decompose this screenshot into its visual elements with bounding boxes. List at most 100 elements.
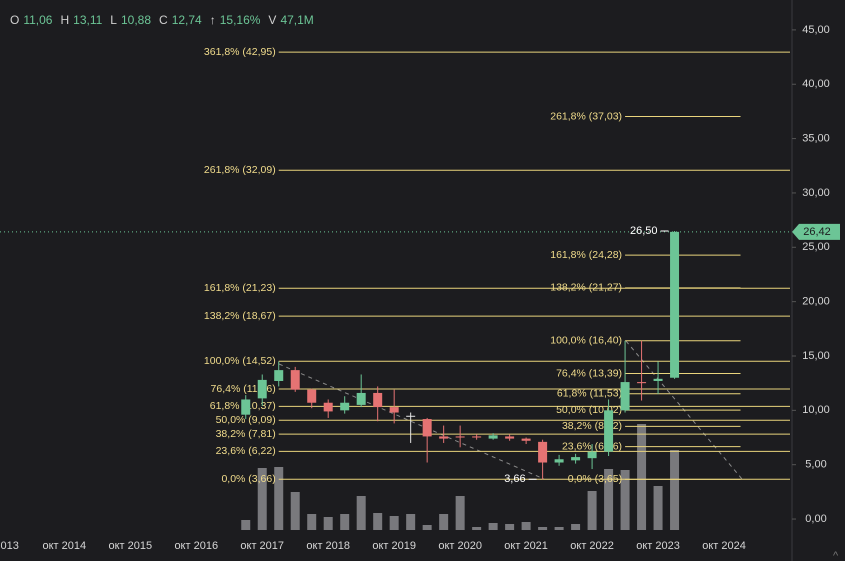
volume-bar (538, 527, 548, 530)
candle-body (554, 459, 564, 463)
header-value: 13,11 (73, 13, 102, 27)
y-tick-label: 25,00 (802, 241, 830, 253)
volume-bar (571, 524, 581, 530)
candle-body (488, 435, 498, 439)
volume-bar (340, 514, 350, 530)
volume-bar (637, 424, 647, 530)
volume-bar (373, 513, 383, 530)
fib-label: 261,8% (37,03) (550, 110, 622, 122)
candle-body (373, 392, 383, 408)
x-tick-label: окт 2020 (438, 540, 482, 552)
x-tick-label: окт 2021 (504, 540, 548, 552)
header-value: 11,06 (23, 13, 52, 27)
fib-label: 138,2% (21,27) (550, 282, 622, 294)
fib-label: 100,0% (16,40) (550, 335, 622, 347)
y-tick-label: 15,00 (802, 350, 830, 362)
fib-label: 23,6% (6,22) (216, 445, 276, 457)
volume-bar (241, 520, 251, 530)
x-tick-label: 2013 (0, 540, 19, 552)
candle-body (455, 436, 465, 438)
candle-body (670, 231, 680, 378)
fib-label: 161,8% (24,28) (550, 249, 622, 261)
annotation-label: 3,66 (504, 473, 525, 485)
annotation-label: 26,50 (630, 225, 658, 237)
fib-label: 61,8% (11,53) (557, 387, 622, 399)
header-key: H (60, 13, 69, 27)
header-value: 47,1M (280, 13, 313, 27)
candle-body (587, 451, 597, 459)
candle-body (604, 410, 614, 452)
fib-label: 261,8% (32,09) (204, 164, 276, 176)
candle-body (505, 436, 515, 439)
fib-label: 50,0% (9,09) (216, 414, 276, 426)
volume-bar (488, 523, 498, 530)
x-tick-label: окт 2016 (174, 540, 218, 552)
fib-label: 138,2% (18,67) (204, 310, 276, 322)
last-price-label: 26,42 (803, 226, 831, 238)
candle-body (472, 436, 482, 438)
volume-bar (389, 516, 399, 530)
y-tick-label: 5,00 (805, 459, 826, 471)
volume-layer (241, 424, 680, 530)
candle-body (307, 389, 317, 403)
axes-layer: 0,00 5,00 10,00 15,00 20,00 25,00 30,00 35,00 40… (0, 24, 840, 552)
candle-body (389, 407, 399, 413)
header-value: 12,74 (172, 13, 202, 27)
header-key: L (110, 13, 117, 27)
candle-body (340, 402, 350, 411)
fib-label: 161,8% (21,23) (204, 282, 276, 294)
volume-bar (422, 525, 432, 530)
y-tick-label: 35,00 (802, 132, 830, 144)
y-tick-label: 30,00 (802, 187, 830, 199)
volume-bar (455, 496, 465, 530)
candle-body (439, 436, 449, 439)
x-tick-label: окт 2022 (570, 540, 614, 552)
volume-bar (439, 514, 449, 530)
candle-body (257, 379, 267, 399)
volume-bar (587, 491, 597, 530)
y-tick-label: 0,00 (805, 513, 826, 525)
scroll-icon[interactable]: ^ (833, 550, 839, 561)
candle-body (356, 392, 366, 405)
header-key: ↑ (210, 13, 216, 27)
volume-bar (307, 514, 317, 530)
candle-body (290, 370, 300, 390)
header-key: C (159, 13, 168, 27)
candle-body (241, 399, 251, 415)
candle-body (323, 402, 333, 412)
x-tick-label: окт 2019 (372, 540, 416, 552)
fib-label: 0,0% (3,65) (568, 473, 622, 485)
volume-bar (670, 450, 680, 530)
volume-bar (620, 470, 630, 530)
x-tick-label: окт 2014 (43, 540, 87, 552)
x-tick-label: окт 2024 (702, 540, 746, 552)
volume-bar (554, 527, 564, 530)
volume-bar (505, 524, 515, 530)
volume-bar (653, 486, 663, 530)
fib-label: 76,4% (13,39) (556, 367, 622, 379)
volume-bar (257, 468, 267, 530)
candle-body (653, 378, 663, 381)
volume-bar (290, 492, 300, 530)
candle-body (637, 382, 647, 384)
x-tick-label: окт 2017 (240, 540, 284, 552)
volume-bar (521, 522, 531, 530)
x-tick-label: окт 2018 (306, 540, 350, 552)
volume-bar (604, 469, 614, 530)
ohlc-header: O 11,06 H 13,11 L 10,88 C 12,74 ↑ 15,16% V 47,1M (10, 13, 314, 27)
y-tick-label: 45,00 (802, 24, 830, 36)
fib-label: 38,2% (7,81) (216, 428, 276, 440)
fib-label: 361,8% (42,95) (204, 46, 276, 58)
x-tick-label: окт 2023 (636, 540, 680, 552)
volume-bar (274, 467, 284, 530)
y-tick-label: 10,00 (802, 404, 830, 416)
trend-line (278, 363, 545, 480)
candle-body (620, 382, 630, 411)
candle-body (274, 370, 284, 381)
candle-body (406, 415, 416, 417)
y-tick-label: 40,00 (802, 78, 830, 90)
last-price-tag (792, 223, 840, 240)
x-tick-label: окт 2015 (108, 540, 152, 552)
